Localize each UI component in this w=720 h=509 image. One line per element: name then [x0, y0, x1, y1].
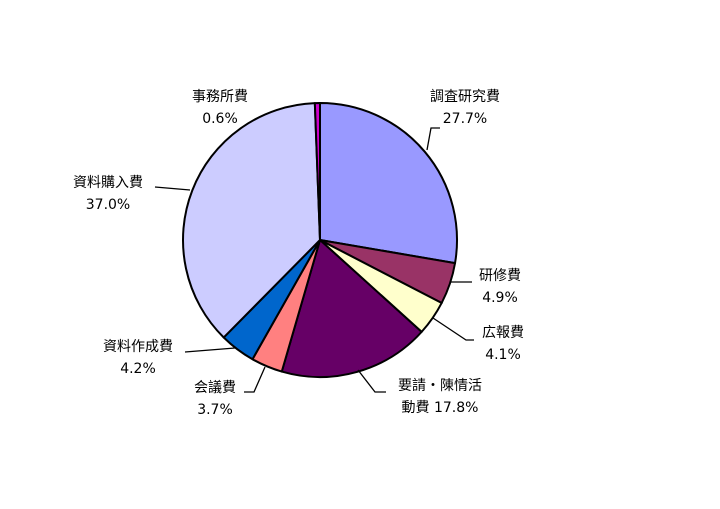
leader-line-shiryou-kounyu — [154, 186, 191, 191]
leader-line-kouhou — [432, 317, 474, 341]
label-yousei: 要請・陳情活 動費 17.8% — [398, 378, 482, 416]
label-kenshu: 研修費 4.9% — [479, 268, 521, 306]
label-kaigi: 会議費 3.7% — [194, 380, 236, 418]
leader-line-shiryou-sakusei — [184, 347, 236, 353]
label-kouhou: 広報費 4.1% — [482, 325, 524, 363]
label-shiryou-kounyu: 資料購入費 37.0% — [73, 175, 143, 213]
pie-slice-chousa — [319, 102, 458, 265]
label-chousa: 調査研究費 27.7% — [430, 89, 500, 127]
label-jimusho: 事務所費 0.6% — [192, 89, 248, 127]
pie-slice-jimusho — [313, 101, 321, 241]
leader-line-yousei — [357, 369, 386, 393]
pie-slice-shiryou-kounyu — [182, 102, 321, 339]
label-shiryou-sakusei: 資料作成費 4.2% — [103, 339, 173, 377]
leader-line-kaigi — [244, 366, 266, 393]
leader-line-chousa — [426, 127, 440, 151]
pie-slice-yousei — [280, 239, 423, 378]
